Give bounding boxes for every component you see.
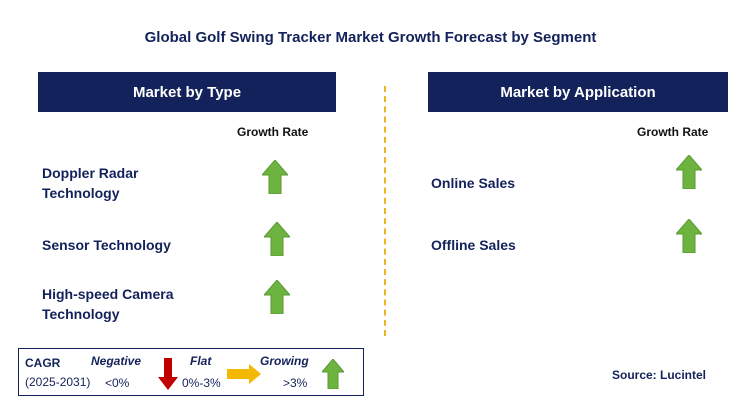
segment-high-speed-camera: High-speed Camera Technology [42, 284, 173, 324]
segment-label: Online Sales [431, 175, 516, 191]
legend-negative-range: <0% [105, 376, 130, 390]
segment-label-line2: Technology [42, 306, 120, 322]
legend-growing-label: Growing [260, 354, 309, 368]
growing-arrow-icon [322, 359, 344, 389]
legend-flat-range: 0%-3% [182, 376, 221, 390]
segment-sensor-technology: Sensor Technology [42, 235, 171, 255]
segment-label-line1: High-speed Camera [42, 286, 174, 302]
type-panel-header-label: Market by Type [132, 83, 242, 101]
application-growth-rate-label: Growth Rate [637, 125, 709, 139]
application-panel-header-label: Market by Application [500, 83, 656, 101]
legend-period: (2025-2031) [25, 375, 91, 389]
growing-arrow-icon [676, 219, 702, 253]
negative-arrow-icon [158, 358, 178, 390]
growing-arrow-icon [264, 222, 290, 256]
segment-online-sales: Online Sales [431, 173, 515, 193]
type-growth-rate-label: Growth Rate [237, 125, 309, 139]
growing-arrow-icon [264, 280, 290, 314]
legend-negative-label: Negative [91, 354, 142, 368]
legend-growing-range: >3% [283, 376, 308, 390]
segment-label-line2: Technology [42, 185, 120, 201]
segment-label-line1: Doppler Radar [42, 165, 139, 181]
segment-label-line1: Sensor Technology [42, 237, 171, 253]
type-panel-header: Market by Type [38, 72, 336, 112]
source-note: Source: Lucintel [612, 368, 707, 382]
application-panel-header: Market by Application [428, 72, 728, 112]
growing-arrow-icon [676, 155, 702, 189]
chart-title: Global Golf Swing Tracker Market Growth … [144, 29, 597, 46]
cagr-legend: CAGR (2025-2031) Negative <0% Flat 0%-3%… [18, 348, 364, 396]
flat-arrow-icon [227, 364, 261, 384]
panel-divider [384, 86, 386, 336]
legend-flat-label: Flat [190, 354, 212, 368]
segment-doppler-radar: Doppler Radar Technology [42, 163, 138, 203]
growing-arrow-icon [262, 160, 288, 194]
legend-cagr-label: CAGR [25, 356, 61, 370]
segment-label: Offline Sales [431, 237, 516, 253]
segment-offline-sales: Offline Sales [431, 235, 516, 255]
